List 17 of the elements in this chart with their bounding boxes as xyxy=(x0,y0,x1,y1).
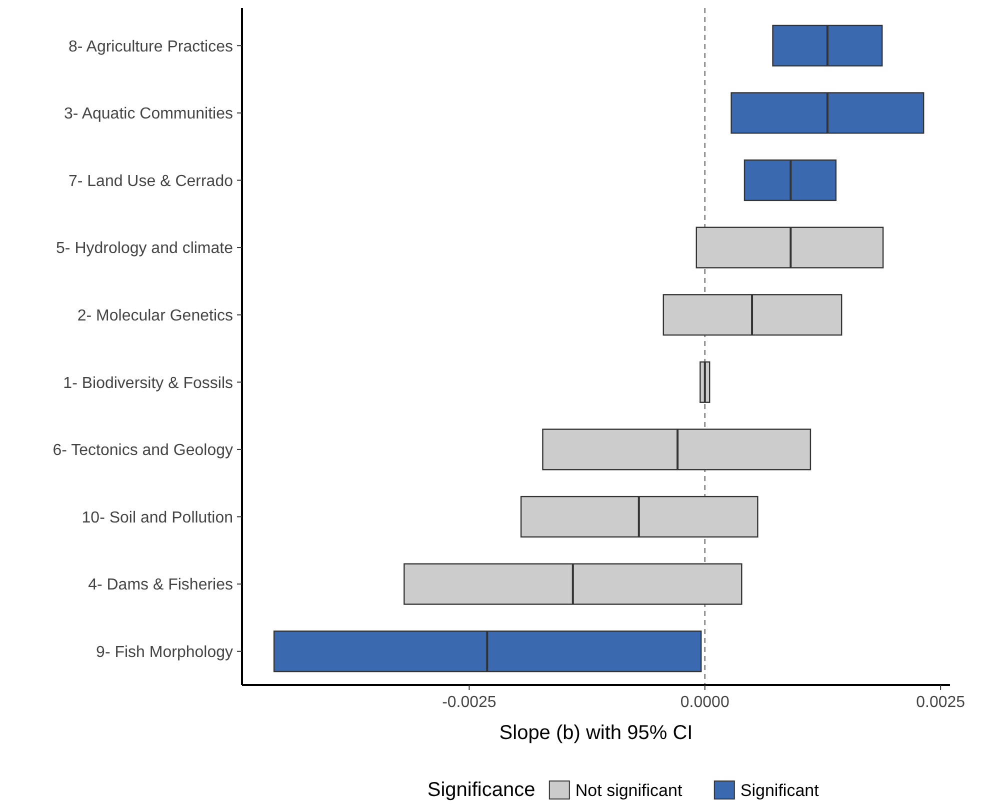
x-tick-label: 0.0025 xyxy=(916,694,966,711)
legend-label: Not significant xyxy=(575,780,682,800)
y-tick-label: 2- Molecular Genetics xyxy=(77,307,233,324)
y-tick-label: 7- Land Use & Cerrado xyxy=(68,172,234,190)
y-tick-label: 5- Hydrology and climate xyxy=(56,240,234,258)
y-tick-label: 8- Agriculture Practices xyxy=(68,38,233,56)
x-axis-title: Slope (b) with 95% CI xyxy=(499,722,693,744)
legend-label: Significant xyxy=(740,780,820,800)
legend-title: Significance xyxy=(427,779,536,801)
y-tick-label: 6- Tectonics and Geology xyxy=(52,442,233,460)
y-tick-label: 10- Soil and Pollution xyxy=(82,509,233,526)
y-tick-label: 9- Fish Morphology xyxy=(96,644,233,661)
y-tick-label: 4- Dams & Fisheries xyxy=(88,576,233,594)
y-tick-label: 3- Aquatic Communities xyxy=(64,106,233,123)
x-tick-label: 0.0000 xyxy=(680,694,730,711)
y-tick-label: 1- Biodiversity & Fossils xyxy=(63,374,233,392)
x-tick-label: -0.0025 xyxy=(442,694,496,711)
